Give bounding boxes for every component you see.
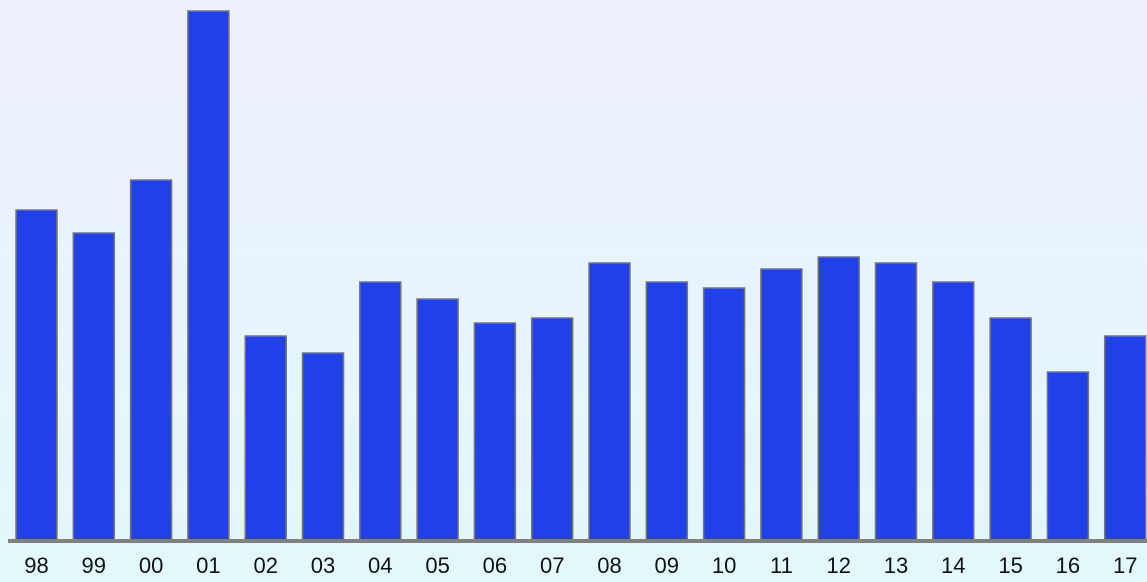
- x-tick-label: 05: [425, 553, 449, 578]
- bar: [301, 352, 345, 541]
- x-tick-label: 12: [826, 553, 850, 578]
- x-tick-label: 00: [139, 553, 163, 578]
- bar: [932, 281, 975, 541]
- bar: [187, 10, 230, 541]
- bar: [129, 179, 173, 541]
- bar: [1103, 335, 1147, 541]
- bar: [645, 281, 689, 541]
- x-tick-label: 07: [540, 553, 564, 578]
- bar: [15, 209, 58, 541]
- bar: [989, 317, 1032, 541]
- bar: [874, 262, 918, 541]
- bar: [588, 262, 631, 541]
- bar: [760, 268, 803, 541]
- x-tick-label: 98: [24, 553, 48, 578]
- x-tick-label: 03: [311, 553, 335, 578]
- x-tick-label: 13: [884, 553, 908, 578]
- x-tick-label: 06: [483, 553, 507, 578]
- x-tick-label: 14: [941, 553, 965, 578]
- x-tick-label: 99: [82, 553, 106, 578]
- x-tick-label: 09: [655, 553, 679, 578]
- bar: [817, 256, 860, 541]
- bar: [473, 322, 517, 541]
- x-tick-label: 10: [712, 553, 736, 578]
- bar: [702, 287, 746, 541]
- x-tick-label: 17: [1113, 553, 1137, 578]
- x-tick-label: 08: [597, 553, 621, 578]
- x-tick-label: 16: [1056, 553, 1080, 578]
- x-tick-label: 04: [368, 553, 392, 578]
- x-tick-label: 01: [196, 553, 220, 578]
- bar: [1046, 371, 1090, 541]
- x-tick-label: 02: [253, 553, 277, 578]
- bar: [72, 232, 116, 541]
- bar: [359, 281, 402, 541]
- x-tick-label: 11: [770, 553, 793, 578]
- bar: [530, 317, 574, 541]
- bar: [244, 335, 287, 541]
- bar: [416, 298, 459, 541]
- x-tick-label: 15: [998, 553, 1022, 578]
